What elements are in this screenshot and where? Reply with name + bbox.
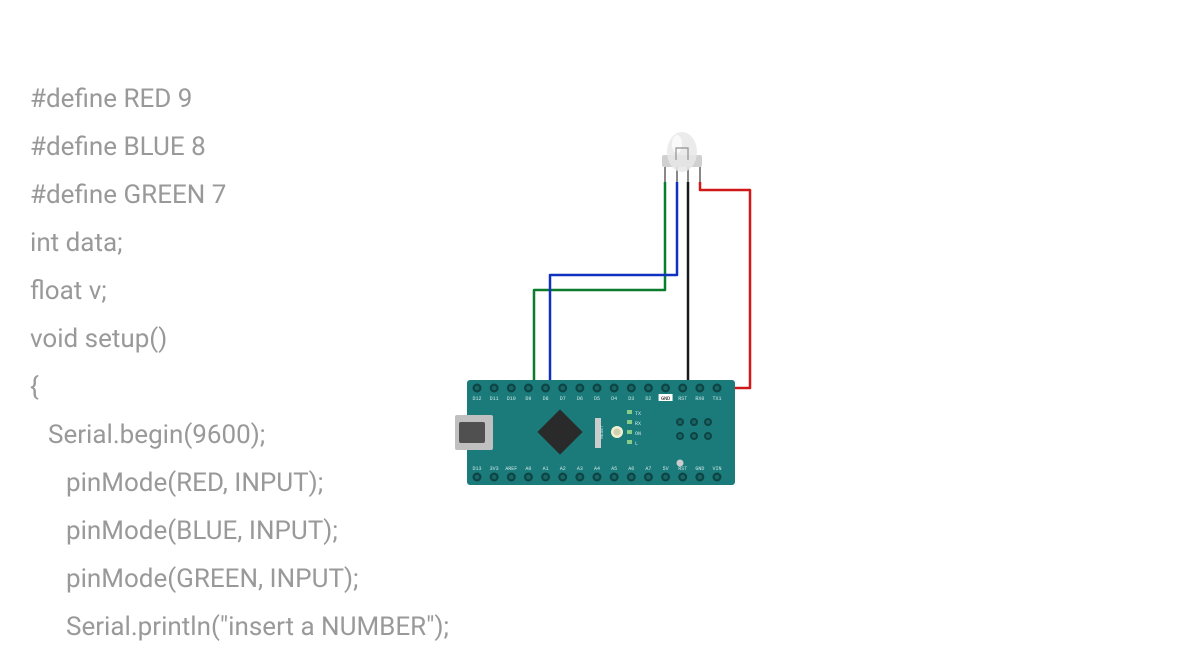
code-line: { bbox=[30, 363, 440, 411]
code-line: pinMode(RED, INPUT); bbox=[30, 459, 440, 507]
code-line: Serial.begin(9600); bbox=[30, 411, 440, 459]
code-line: Serial.println("insert a NUMBER"); bbox=[30, 603, 440, 651]
blue-wire bbox=[550, 182, 677, 388]
svg-text:D7: D7 bbox=[560, 396, 566, 402]
svg-text:A2: A2 bbox=[560, 466, 566, 472]
svg-text:RST: RST bbox=[678, 396, 687, 402]
svg-text:RX: RX bbox=[635, 421, 641, 427]
circuit-svg: D12 D11 D10 D9 D8 D7 D6 D5 D4 D3 D2 GND RST RX0 TX1 D13… bbox=[450, 130, 770, 500]
svg-text:D13: D13 bbox=[472, 466, 481, 472]
code-block: #define RED 9#define BLUE 8#define GREEN… bbox=[30, 75, 440, 651]
circuit-diagram: D12 D11 D10 D9 D8 D7 D6 D5 D4 D3 D2 GND RST RX0 TX1 D13… bbox=[450, 130, 770, 500]
svg-text:TX1: TX1 bbox=[712, 396, 721, 402]
rgb-led bbox=[662, 132, 702, 182]
svg-text:D4: D4 bbox=[611, 396, 617, 402]
svg-text:RST: RST bbox=[678, 466, 687, 472]
code-line: float v; bbox=[30, 267, 440, 315]
svg-text:5V: 5V bbox=[663, 466, 669, 472]
svg-text:D3: D3 bbox=[628, 396, 634, 402]
code-line: #define GREEN 7 bbox=[30, 171, 440, 219]
svg-text:GND: GND bbox=[695, 466, 704, 472]
wires bbox=[534, 182, 750, 388]
svg-text:A1: A1 bbox=[543, 466, 549, 472]
svg-text:D8: D8 bbox=[543, 396, 549, 402]
code-line: pinMode(BLUE, INPUT); bbox=[30, 507, 440, 555]
svg-text:VIN: VIN bbox=[712, 466, 721, 472]
code-line: #define RED 9 bbox=[30, 75, 440, 123]
svg-text:3V3: 3V3 bbox=[490, 466, 499, 472]
code-line: pinMode(GREEN, INPUT); bbox=[30, 555, 440, 603]
svg-text:A0: A0 bbox=[525, 466, 531, 472]
svg-text:RESET: RESET bbox=[599, 425, 605, 439]
code-line: #define BLUE 8 bbox=[30, 123, 440, 171]
svg-text:A5: A5 bbox=[611, 466, 617, 472]
svg-text:D2: D2 bbox=[645, 396, 651, 402]
svg-text:GND: GND bbox=[661, 396, 670, 402]
svg-text:AREF: AREF bbox=[505, 466, 517, 472]
svg-text:A6: A6 bbox=[628, 466, 634, 472]
green-wire bbox=[534, 182, 665, 388]
code-line: int data; bbox=[30, 219, 440, 267]
svg-text:D11: D11 bbox=[490, 396, 499, 402]
svg-text:ON: ON bbox=[635, 431, 641, 437]
svg-text:A3: A3 bbox=[577, 466, 583, 472]
svg-text:A7: A7 bbox=[645, 466, 651, 472]
svg-text:TX: TX bbox=[635, 411, 641, 417]
svg-text:L: L bbox=[635, 441, 638, 447]
svg-text:A4: A4 bbox=[594, 466, 600, 472]
svg-text:RX0: RX0 bbox=[695, 396, 704, 402]
code-line: void setup() bbox=[30, 315, 440, 363]
red-wire bbox=[566, 182, 750, 388]
arduino-nano-board: D12 D11 D10 D9 D8 D7 D6 D5 D4 D3 D2 GND RST RX0 TX1 D13… bbox=[455, 380, 735, 485]
svg-text:D9: D9 bbox=[525, 396, 531, 402]
svg-text:D12: D12 bbox=[472, 396, 481, 402]
svg-text:D10: D10 bbox=[507, 396, 516, 402]
svg-text:D5: D5 bbox=[594, 396, 600, 402]
svg-text:D6: D6 bbox=[577, 396, 583, 402]
